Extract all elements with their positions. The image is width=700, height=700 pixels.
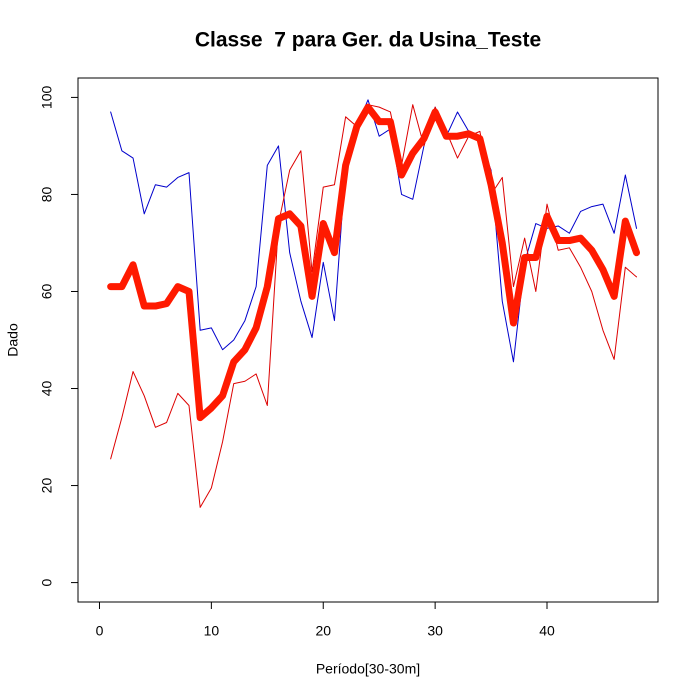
line-series <box>107 103 641 422</box>
x-axis-label: Período[30-30m] <box>316 661 420 677</box>
x-tick-label: 0 <box>96 623 104 639</box>
line-series <box>110 104 638 508</box>
y-tick-label: 100 <box>39 86 55 110</box>
x-tick-label: 20 <box>315 623 331 639</box>
y-tick-label: 40 <box>39 381 55 397</box>
x-tick-label: 30 <box>427 623 443 639</box>
y-axis-label: Dado <box>5 323 21 357</box>
y-tick-label: 0 <box>39 578 55 586</box>
y-tick-label: 60 <box>39 283 55 299</box>
plot-frame <box>77 77 659 603</box>
chart-title: Classe 7 para Ger. da Usina_Teste <box>195 29 541 52</box>
x-tick-label: 40 <box>539 623 555 639</box>
y-tick-label: 80 <box>39 186 55 202</box>
x-tick-label: 10 <box>204 623 220 639</box>
y-tick-label: 20 <box>39 478 55 494</box>
